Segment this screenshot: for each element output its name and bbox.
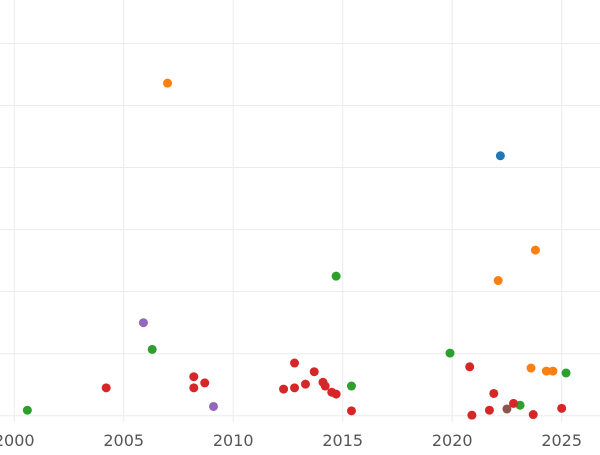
data-point-red [309, 367, 319, 377]
data-point-red [279, 384, 289, 394]
data-point-red [467, 410, 477, 420]
data-point-orange [493, 276, 503, 286]
data-point-blue [495, 151, 505, 161]
x-tick-label: 2015 [322, 431, 363, 450]
data-point-green [22, 405, 32, 415]
x-tick-label: 2010 [213, 431, 254, 450]
data-points [22, 78, 571, 420]
data-point-orange [541, 366, 551, 376]
data-point-red [300, 379, 310, 389]
data-point-green [147, 344, 157, 354]
x-tick-label: 2000 [0, 431, 35, 450]
data-point-red [557, 403, 567, 413]
data-point-red [290, 358, 300, 368]
data-point-orange [163, 78, 173, 88]
data-point-red [200, 378, 210, 388]
data-point-red [290, 383, 300, 393]
data-point-orange [548, 366, 558, 376]
data-point-red [509, 398, 519, 408]
data-point-red [489, 388, 499, 398]
x-tick-label: 2005 [103, 431, 144, 450]
x-tick-label: 2020 [432, 431, 473, 450]
data-point-green [331, 271, 341, 281]
data-point-red [189, 372, 199, 382]
data-point-red [320, 381, 330, 391]
data-point-red [484, 405, 494, 415]
data-point-red [331, 389, 341, 399]
data-point-red [465, 362, 475, 372]
data-point-purple [209, 401, 219, 411]
x-axis-ticks: 2000 2005 2010 2015 2020 2025 [0, 431, 582, 450]
data-point-red [346, 406, 356, 416]
data-point-brown [502, 404, 512, 414]
data-point-red [101, 383, 111, 393]
data-point-orange [530, 245, 540, 255]
grid [0, 0, 600, 422]
data-point-green [445, 348, 455, 358]
data-point-red [189, 383, 199, 393]
data-point-purple [138, 318, 148, 328]
data-point-green [561, 368, 571, 378]
data-point-green [346, 381, 356, 391]
data-point-red [528, 410, 538, 420]
data-point-orange [526, 363, 536, 373]
x-tick-label: 2025 [541, 431, 582, 450]
